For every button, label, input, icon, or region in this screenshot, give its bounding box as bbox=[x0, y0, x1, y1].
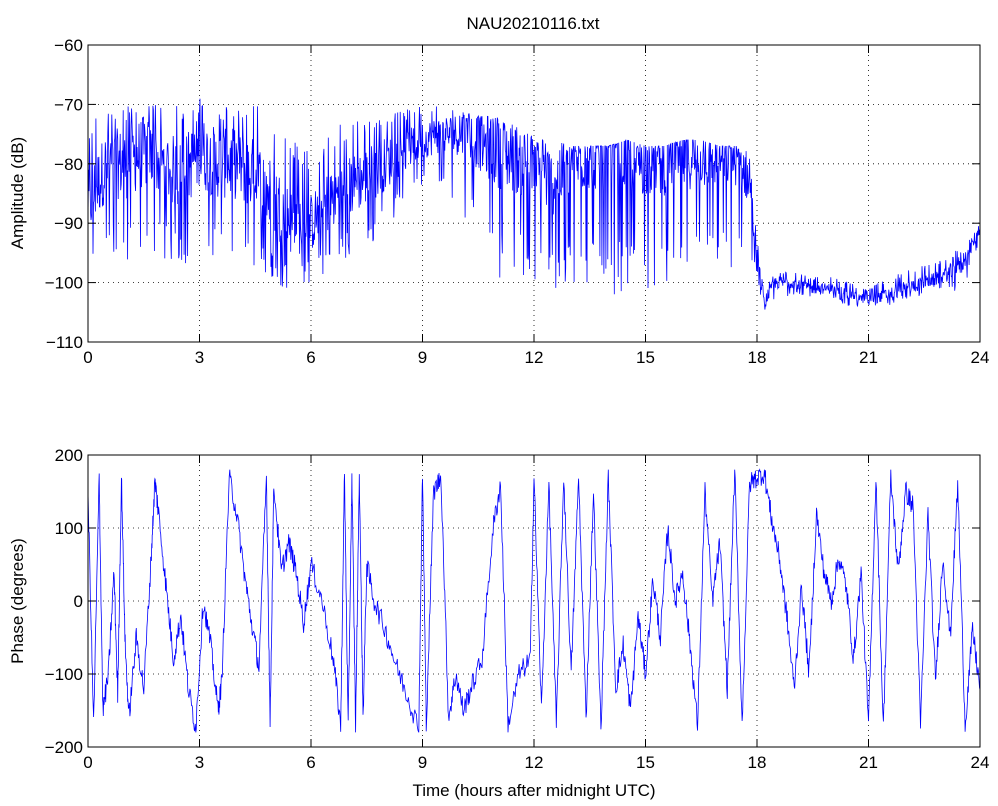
amplitude-xtick-label: 6 bbox=[306, 348, 315, 367]
amplitude-ytick-label: −80 bbox=[54, 155, 83, 174]
amplitude-series-line bbox=[87, 98, 981, 310]
phase-xtick-label: 15 bbox=[636, 753, 655, 772]
phase-xtick-label: 9 bbox=[418, 753, 427, 772]
phase-xtick-label: 24 bbox=[971, 753, 990, 772]
chart-title: NAU20210116.txt bbox=[467, 14, 600, 33]
amplitude-ytick-label: −60 bbox=[54, 36, 83, 55]
amplitude-ytick-label: −90 bbox=[54, 214, 83, 233]
phase-xtick-label: 3 bbox=[195, 753, 204, 772]
phase-ytick-label: −200 bbox=[45, 738, 83, 757]
phase-xtick-label: 18 bbox=[748, 753, 767, 772]
amplitude-ticks: 0 3 6 9 12 15 18 21 24 −60 −70 −80 −90 −100 −110 bbox=[45, 36, 990, 367]
amplitude-xtick-label: 15 bbox=[636, 348, 655, 367]
phase-ylabel: Phase (degrees) bbox=[8, 538, 27, 664]
amplitude-ylabel: Amplitude (dB) bbox=[8, 137, 27, 249]
amplitude-xtick-label: 0 bbox=[83, 348, 92, 367]
phase-ticks: 0 3 6 9 12 15 18 21 24 200 100 0 −100 −200 bbox=[45, 446, 990, 772]
phase-series bbox=[87, 468, 981, 733]
amplitude-ytick-label: −100 bbox=[45, 274, 83, 293]
amplitude-xtick-label: 3 bbox=[195, 348, 204, 367]
phase-series-line bbox=[87, 468, 981, 733]
amplitude-xtick-label: 24 bbox=[971, 348, 990, 367]
amplitude-ytick-label: −70 bbox=[54, 95, 83, 114]
phase-xtick-label: 12 bbox=[525, 753, 544, 772]
phase-ytick-label: 0 bbox=[74, 592, 83, 611]
phase-grid bbox=[88, 455, 980, 747]
phase-chart: 0 3 6 9 12 15 18 21 24 200 100 0 −100 −200 Phase (deg… bbox=[8, 446, 989, 800]
amplitude-chart: NAU20210116.txt 0 3 6 9 12 15 18 21 24 −60 −70 −80 −… bbox=[8, 14, 989, 367]
phase-ytick-label: 200 bbox=[55, 446, 83, 465]
phase-xtick-label: 6 bbox=[306, 753, 315, 772]
phase-xlabel: Time (hours after midnight UTC) bbox=[412, 781, 655, 800]
amplitude-xtick-label: 9 bbox=[418, 348, 427, 367]
phase-ytick-label: 100 bbox=[55, 519, 83, 538]
phase-ytick-label: −100 bbox=[45, 665, 83, 684]
amplitude-xtick-label: 21 bbox=[859, 348, 878, 367]
phase-xtick-label: 21 bbox=[859, 753, 878, 772]
phase-xtick-label: 0 bbox=[83, 753, 92, 772]
amplitude-xtick-label: 12 bbox=[525, 348, 544, 367]
amplitude-series bbox=[87, 98, 981, 310]
amplitude-ytick-label: −110 bbox=[46, 333, 83, 352]
amplitude-xtick-label: 18 bbox=[748, 348, 767, 367]
